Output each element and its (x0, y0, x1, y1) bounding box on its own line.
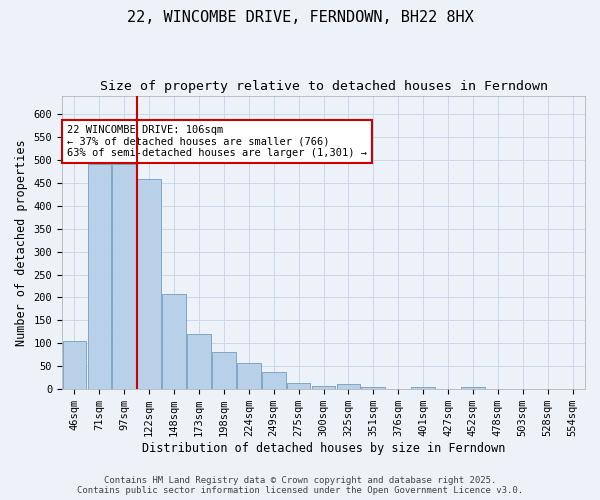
Bar (137, 179, 161, 389)
Text: 22, WINCOMBE DRIVE, FERNDOWN, BH22 8HX: 22, WINCOMBE DRIVE, FERNDOWN, BH22 8HX (127, 10, 473, 25)
Bar (262, 372, 286, 389)
Title: Size of property relative to detached houses in Ferndown: Size of property relative to detached ho… (100, 80, 548, 93)
X-axis label: Distribution of detached houses by size in Ferndown: Distribution of detached houses by size … (142, 442, 505, 455)
Text: 22 WINCOMBE DRIVE: 106sqm
← 37% of detached houses are smaller (766)
63% of semi: 22 WINCOMBE DRIVE: 106sqm ← 37% of detac… (67, 125, 367, 158)
Bar (112, 164, 136, 389)
Bar (287, 384, 310, 389)
Y-axis label: Number of detached properties: Number of detached properties (15, 139, 28, 346)
Text: Contains HM Land Registry data © Crown copyright and database right 2025.
Contai: Contains HM Land Registry data © Crown c… (77, 476, 523, 495)
Bar (88, 164, 111, 389)
Bar (62, 341, 86, 389)
Bar (411, 387, 435, 389)
Bar (311, 386, 335, 389)
Bar (337, 384, 360, 389)
Bar (461, 387, 485, 389)
Bar (361, 388, 385, 389)
Bar (162, 294, 186, 389)
Bar (212, 352, 236, 389)
Bar (187, 334, 211, 389)
Bar (237, 363, 260, 389)
